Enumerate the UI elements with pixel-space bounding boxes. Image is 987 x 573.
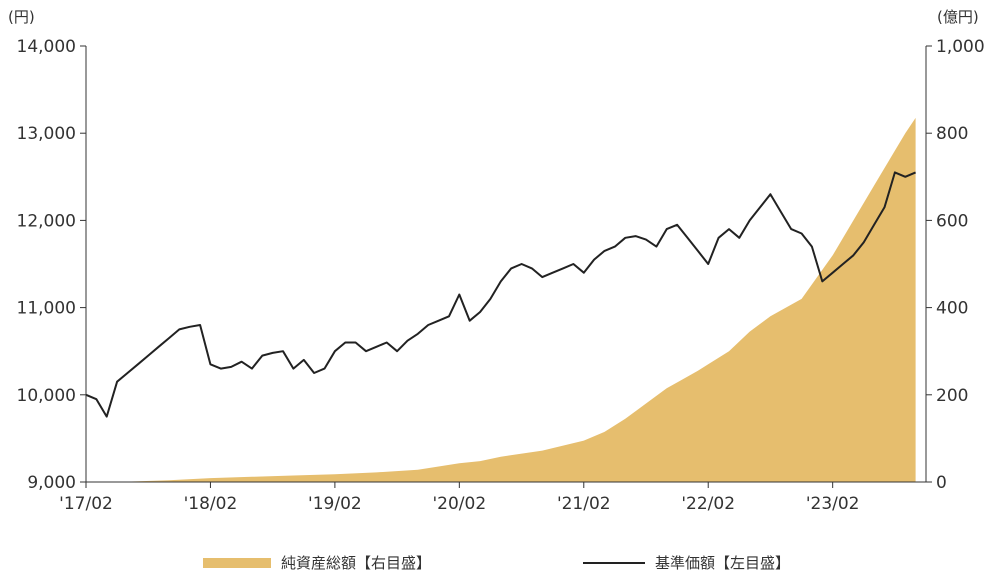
x-tick-label: '21/02 [557, 494, 611, 514]
legend-label-nav: 基準価額【左目盛】 [655, 554, 791, 572]
left-tick-label: 12,000 [17, 211, 76, 231]
legend-item-net-assets: 純資産総額【右目盛】 [203, 552, 431, 573]
left-tick-label: 11,000 [17, 299, 76, 319]
right-tick-label: 0 [936, 473, 947, 493]
right-tick-label: 200 [936, 386, 968, 406]
legend-label-net-assets: 純資産総額【右目盛】 [281, 554, 432, 572]
right-tick-label: 800 [936, 124, 968, 144]
line-layer [85, 171, 916, 418]
x-tick-label: '20/02 [432, 494, 486, 514]
x-tick-label: '19/02 [308, 494, 362, 514]
x-tick-label: '17/02 [59, 494, 113, 514]
x-tick-label: '18/02 [184, 494, 238, 514]
legend: 純資産総額【右目盛】 基準価額【左目盛】 [0, 552, 987, 572]
x-tick-label: '23/02 [806, 494, 860, 514]
x-tick-label: '22/02 [681, 494, 735, 514]
legend-swatch-line [583, 561, 645, 564]
legend-swatch-area [203, 557, 271, 568]
left-tick-label: 9,000 [27, 473, 76, 493]
right-tick-label: 600 [936, 211, 968, 231]
net-assets-area [86, 117, 916, 483]
left-tick-label: 13,000 [17, 124, 76, 144]
left-tick-label: 10,000 [17, 386, 76, 406]
nav-line [85, 171, 916, 418]
left-axis-unit: (円) [8, 8, 35, 26]
right-tick-label: 400 [936, 299, 968, 319]
chart: (円) (億円) 9,000 10,000 11,000 12,000 13,000 14… [8, 8, 985, 514]
left-tick-label: 14,000 [17, 37, 76, 57]
area-layer [86, 117, 916, 483]
legend-item-nav: 基準価額【左目盛】 [583, 552, 790, 573]
axis-layer: 9,000 10,000 11,000 12,000 13,000 14,000 0 200 4… [17, 37, 985, 514]
right-tick-label: 1,000 [936, 37, 985, 57]
right-axis-unit: (億円) [937, 8, 979, 26]
